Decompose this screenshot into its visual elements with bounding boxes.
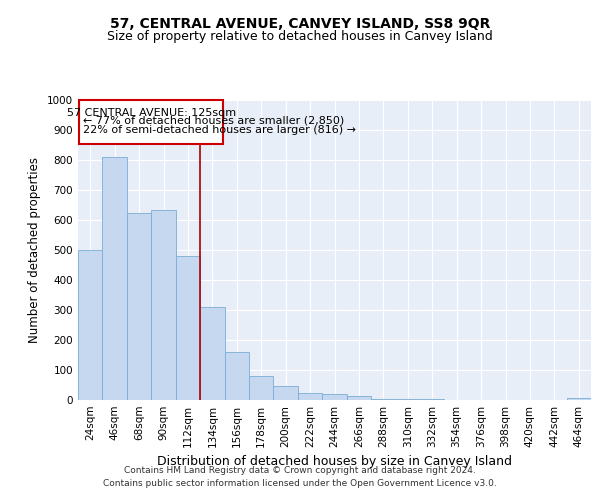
Text: 57 CENTRAL AVENUE: 125sqm: 57 CENTRAL AVENUE: 125sqm [67, 108, 236, 118]
Bar [200, 307, 224, 400]
Bar [176, 256, 200, 400]
Bar [103, 157, 127, 400]
Bar [395, 399, 420, 400]
Text: ← 77% of detached houses are smaller (2,850): ← 77% of detached houses are smaller (2,… [83, 116, 344, 126]
Bar [249, 376, 274, 400]
Text: 57, CENTRAL AVENUE, CANVEY ISLAND, SS8 9QR: 57, CENTRAL AVENUE, CANVEY ISLAND, SS8 9… [110, 18, 490, 32]
Bar [78, 250, 103, 400]
Bar [566, 398, 591, 400]
Text: Contains HM Land Registry data © Crown copyright and database right 2024.
Contai: Contains HM Land Registry data © Crown c… [103, 466, 497, 487]
Bar [151, 210, 176, 400]
Bar [274, 386, 298, 400]
Bar [298, 392, 322, 400]
Text: 22% of semi-detached houses are larger (816) →: 22% of semi-detached houses are larger (… [83, 124, 356, 134]
Bar [127, 212, 151, 400]
Bar [347, 396, 371, 400]
Text: Size of property relative to detached houses in Canvey Island: Size of property relative to detached ho… [107, 30, 493, 43]
Bar [79, 100, 223, 144]
Y-axis label: Number of detached properties: Number of detached properties [28, 157, 41, 343]
Bar [224, 352, 249, 400]
Bar [322, 394, 347, 400]
X-axis label: Distribution of detached houses by size in Canvey Island: Distribution of detached houses by size … [157, 456, 512, 468]
Bar [371, 399, 395, 400]
